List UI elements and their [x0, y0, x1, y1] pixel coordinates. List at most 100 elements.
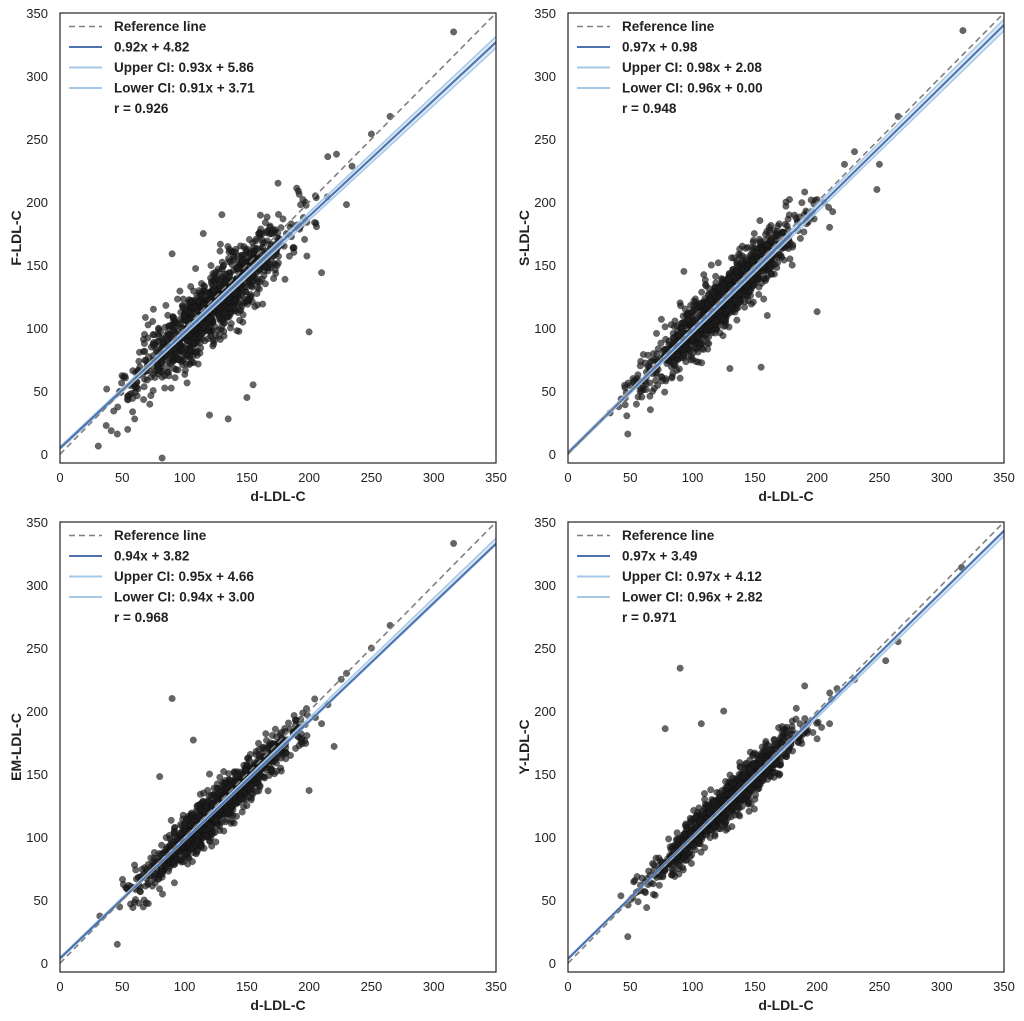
- data-point: [171, 374, 179, 382]
- data-point: [161, 323, 169, 331]
- data-point: [730, 254, 738, 262]
- data-point: [780, 256, 788, 264]
- data-point: [665, 835, 673, 843]
- data-point: [697, 339, 705, 347]
- x-tick-label: 300: [423, 979, 445, 994]
- data-point: [687, 346, 695, 354]
- x-tick-label: 100: [682, 979, 704, 994]
- data-point: [170, 314, 178, 322]
- data-point: [261, 219, 269, 227]
- y-tick-label: 300: [534, 578, 556, 593]
- data-point: [826, 720, 834, 728]
- data-point: [274, 210, 283, 218]
- data-point: [168, 694, 176, 703]
- data-point: [284, 719, 293, 727]
- data-point: [800, 228, 808, 236]
- data-point: [147, 392, 155, 400]
- legend-item: Lower CI: 0.94x + 3.00: [114, 590, 255, 605]
- data-point: [748, 244, 756, 252]
- data-point: [655, 881, 663, 889]
- data-point: [791, 211, 799, 219]
- data-point: [634, 898, 642, 906]
- data-point: [632, 400, 640, 408]
- data-point: [224, 415, 232, 423]
- data-point: [230, 768, 238, 776]
- data-point: [235, 265, 243, 274]
- data-point: [233, 327, 241, 335]
- data-point: [167, 384, 175, 392]
- data-point: [129, 394, 137, 402]
- x-axis-label: d-LDL-C: [250, 997, 305, 1013]
- data-point: [305, 786, 313, 795]
- data-point: [217, 275, 225, 283]
- data-point: [669, 369, 677, 377]
- data-point: [199, 230, 207, 238]
- plot-area: [60, 522, 496, 964]
- data-point: [246, 785, 254, 793]
- data-point: [760, 295, 768, 303]
- data-point: [733, 316, 741, 324]
- plot-area: [568, 13, 1004, 455]
- legend-item: Lower CI: 0.91x + 3.71: [114, 81, 255, 96]
- data-point: [181, 354, 189, 362]
- data-point: [219, 262, 227, 271]
- data-point: [260, 271, 268, 280]
- upper-ci-line: [568, 18, 1004, 453]
- data-point: [671, 859, 679, 868]
- x-tick-label: 150: [744, 979, 766, 994]
- data-point: [825, 203, 833, 211]
- legend-item: Reference line: [622, 19, 715, 34]
- data-point: [138, 865, 146, 873]
- data-point: [198, 329, 206, 337]
- data-point: [813, 719, 821, 727]
- x-axis-label: d-LDL-C: [758, 997, 813, 1013]
- data-point: [776, 770, 784, 778]
- data-point: [187, 282, 195, 291]
- data-point: [649, 890, 657, 898]
- data-point: [735, 290, 743, 298]
- data-point: [873, 185, 881, 194]
- data-point: [228, 817, 236, 825]
- y-axis-label: EM-LDL-C: [8, 713, 24, 781]
- y-tick-label: 50: [34, 384, 48, 399]
- legend-item: Reference line: [114, 528, 207, 543]
- data-point: [155, 885, 164, 893]
- x-tick-label: 0: [56, 979, 63, 994]
- data-point: [230, 253, 238, 262]
- y-tick-label: 0: [549, 447, 556, 462]
- data-point: [174, 355, 182, 363]
- data-point: [142, 899, 150, 907]
- y-tick-label: 250: [26, 641, 48, 656]
- data-point: [202, 832, 210, 840]
- data-point: [788, 261, 796, 269]
- data-point: [197, 279, 206, 288]
- data-point: [725, 301, 733, 309]
- y-tick-label: 200: [534, 704, 556, 719]
- data-point: [221, 302, 229, 310]
- x-tick-label: 0: [564, 979, 571, 994]
- data-point: [221, 319, 229, 327]
- data-point: [850, 148, 859, 156]
- data-point: [813, 308, 821, 316]
- data-point: [330, 742, 338, 750]
- data-point: [744, 296, 752, 305]
- data-point: [724, 275, 732, 283]
- data-point: [623, 412, 631, 420]
- data-point: [216, 240, 224, 248]
- data-point: [234, 308, 242, 317]
- data-point: [203, 290, 211, 298]
- data-point: [697, 848, 705, 856]
- data-point: [241, 795, 250, 804]
- legend-item: Upper CI: 0.93x + 5.86: [114, 60, 254, 75]
- data-point: [624, 430, 632, 438]
- data-point: [170, 327, 178, 335]
- data-point: [255, 230, 263, 238]
- data-point: [188, 858, 196, 866]
- data-point: [450, 28, 458, 36]
- data-point: [736, 762, 744, 771]
- data-point: [707, 786, 715, 794]
- data-point: [693, 309, 702, 317]
- data-point: [205, 770, 214, 778]
- data-point: [734, 304, 742, 312]
